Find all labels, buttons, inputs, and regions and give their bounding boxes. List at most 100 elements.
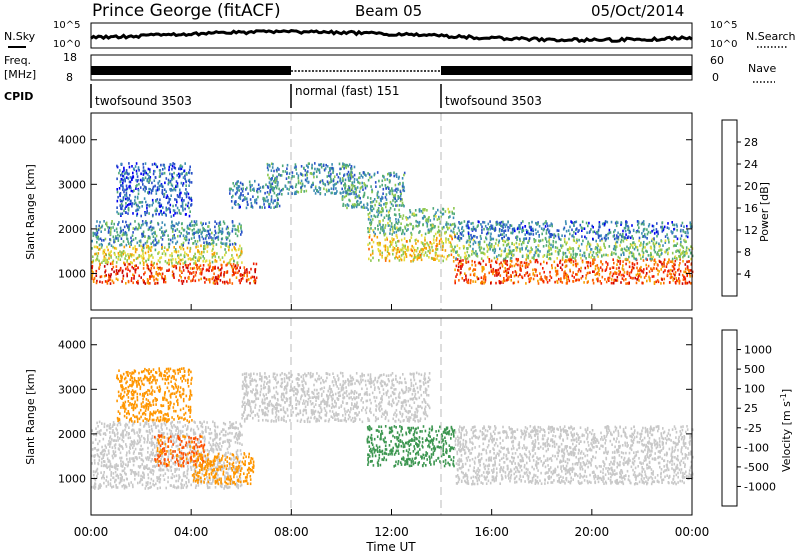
power-cell-2123: [356, 186, 359, 189]
power-cell-1058: [130, 236, 132, 240]
power-cell-4034: [538, 225, 541, 228]
power-cell-3317: [514, 270, 517, 273]
power-cell-2727: [453, 248, 455, 251]
power-cell-1968: [343, 163, 345, 166]
velocity-cell-463: [167, 476, 169, 479]
power-cell-2161: [350, 183, 353, 187]
power-cell-3550: [548, 239, 550, 243]
power-cell-2457: [407, 228, 409, 231]
power-cell-1022: [122, 232, 125, 235]
power-cell-4301: [642, 222, 645, 226]
power-cell-2726: [386, 246, 389, 249]
power-cell-2832: [567, 277, 570, 280]
power-cell-4083: [515, 236, 517, 239]
power-cell-3560: [546, 253, 549, 256]
power-cell-3180: [682, 278, 685, 281]
power-cell-4063: [615, 236, 618, 240]
power-cell-2236: [373, 172, 376, 176]
power-cell-4027: [474, 235, 476, 238]
power-cell-931: [107, 229, 110, 232]
power-cell-2725: [405, 240, 408, 243]
power-cell-1056: [98, 243, 101, 247]
power-cell-857: [97, 228, 100, 232]
velocity-cell-497: [105, 446, 107, 449]
velocity-cell-251: [152, 451, 154, 455]
power-cell-3631: [608, 245, 611, 248]
power-cell-1412: [178, 209, 180, 212]
power-cell-3784: [523, 239, 525, 242]
power-cell-798: [94, 233, 97, 237]
power-cell-615: [184, 261, 186, 264]
power-cell-811: [218, 224, 220, 228]
power-cell-1238: [169, 203, 172, 207]
power-cell-4102: [628, 229, 631, 233]
power-cell-2278: [453, 222, 456, 226]
velocity-cell-218: [147, 446, 149, 450]
power-cell-919: [180, 232, 182, 235]
power-cell-3788: [650, 255, 652, 259]
velocity-cell-89: [134, 456, 137, 459]
power-cell-2227: [394, 189, 396, 192]
power-cell-2337: [404, 227, 407, 230]
power-cell-3032: [642, 259, 645, 262]
power-cell-3809: [503, 249, 506, 253]
power-cell-1157: [129, 180, 132, 184]
power-cell-4119: [653, 237, 655, 240]
power-cell-3922: [494, 248, 497, 251]
power-cell-845: [96, 240, 98, 244]
power-cell-2139: [391, 192, 394, 196]
power-cell-2089: [351, 182, 354, 185]
power-cell-1891: [284, 170, 287, 173]
power-cell-1588: [277, 193, 279, 196]
power-cell-1025: [176, 228, 179, 231]
cpid-segment-2: normal (fast) 151: [295, 84, 399, 98]
power-cell-3228: [652, 275, 655, 278]
power-cell-1957: [305, 171, 308, 175]
power-cell-3604: [572, 256, 575, 259]
power-cell-2420: [407, 216, 409, 220]
power-cell-2728: [379, 241, 381, 245]
power-cell-3874: [503, 257, 505, 261]
power-cell-915: [188, 232, 190, 235]
power-cell-688: [150, 225, 152, 229]
power-cell-1882: [316, 167, 319, 171]
power-cell-2209: [399, 199, 402, 203]
power-cell-2764: [435, 252, 438, 256]
power-cell-3695: [652, 255, 654, 259]
power-cell-2929: [663, 264, 665, 268]
power-cell-2050: [395, 187, 397, 191]
power-cell-1748: [348, 163, 351, 166]
power-cell-4030: [647, 224, 650, 228]
power-cell-3509: [658, 255, 661, 258]
power-cell-1895: [297, 176, 300, 180]
power-cell-3320: [559, 261, 561, 265]
velocity-cell-1: [235, 450, 238, 454]
power-cell-4353: [582, 227, 584, 230]
power-cell-1787: [278, 168, 280, 171]
power-cell-2798: [467, 260, 470, 264]
power-cell-3783: [565, 255, 567, 258]
power-cell-4239: [569, 232, 571, 236]
power-cell-785: [154, 238, 157, 242]
power-cell-2516: [442, 242, 445, 245]
power-cell-239: [147, 279, 149, 283]
power-cell-1414: [176, 182, 179, 185]
power-cell-507: [136, 256, 139, 260]
power-cell-3924: [548, 249, 551, 252]
power-cell-3056: [656, 268, 659, 272]
power-cell-3301: [658, 270, 660, 273]
power-cell-2497: [418, 231, 420, 234]
power-cell-3635: [464, 257, 467, 260]
power-cell-4414: [561, 234, 563, 237]
power-cell-3821: [537, 244, 540, 247]
power-cell-1214: [128, 185, 130, 188]
power-cell-2722: [441, 240, 443, 244]
power-cell-2647: [397, 239, 400, 243]
power-cell-1557: [241, 199, 244, 202]
velocity-cell-140: [187, 425, 189, 428]
power-cell-2359: [398, 220, 400, 224]
velocity-cell-435: [229, 421, 231, 424]
power-cell-2219: [385, 202, 387, 205]
power-cell-262: [212, 281, 215, 284]
power-cell-3591: [549, 257, 551, 260]
